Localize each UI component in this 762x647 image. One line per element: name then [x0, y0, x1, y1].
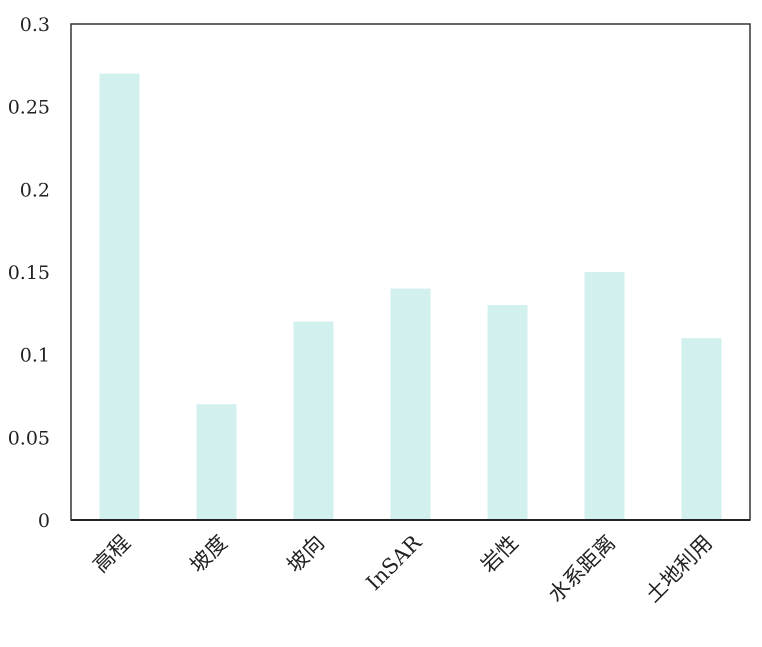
- y-tick-label: 0.25: [8, 97, 50, 119]
- bars: [99, 73, 722, 520]
- y-tick-labels: 0 0.05 0.1 0.15 0.2 0.25 0.3: [8, 14, 50, 532]
- x-tick-label: 高程: [88, 531, 135, 578]
- y-tick-label: 0.1: [20, 345, 50, 367]
- y-tick-label: 0: [38, 510, 50, 532]
- x-tick-label: 坡度: [185, 531, 232, 578]
- x-tick-label: 水系距离: [544, 531, 620, 607]
- bar-6: [681, 338, 722, 520]
- y-tick-label: 0.05: [8, 427, 50, 449]
- x-tick-label: 土地利用: [641, 531, 717, 607]
- bar-5: [584, 272, 625, 520]
- x-tick-label: InSAR: [362, 530, 427, 595]
- bar-0: [99, 73, 140, 520]
- x-tick-labels: 高程 坡度 坡向 InSAR 岩性 水系距离 土地利用: [88, 530, 717, 607]
- y-tick-label: 0.15: [8, 262, 50, 284]
- bar-3: [390, 288, 431, 520]
- bar-1: [196, 404, 237, 520]
- x-tick-label: 坡向: [282, 531, 329, 578]
- bar-4: [487, 305, 528, 520]
- y-tick-label: 0.3: [20, 14, 50, 36]
- bar-2: [293, 321, 334, 520]
- y-tick-label: 0.2: [20, 179, 50, 201]
- x-tick-label: 岩性: [476, 531, 523, 578]
